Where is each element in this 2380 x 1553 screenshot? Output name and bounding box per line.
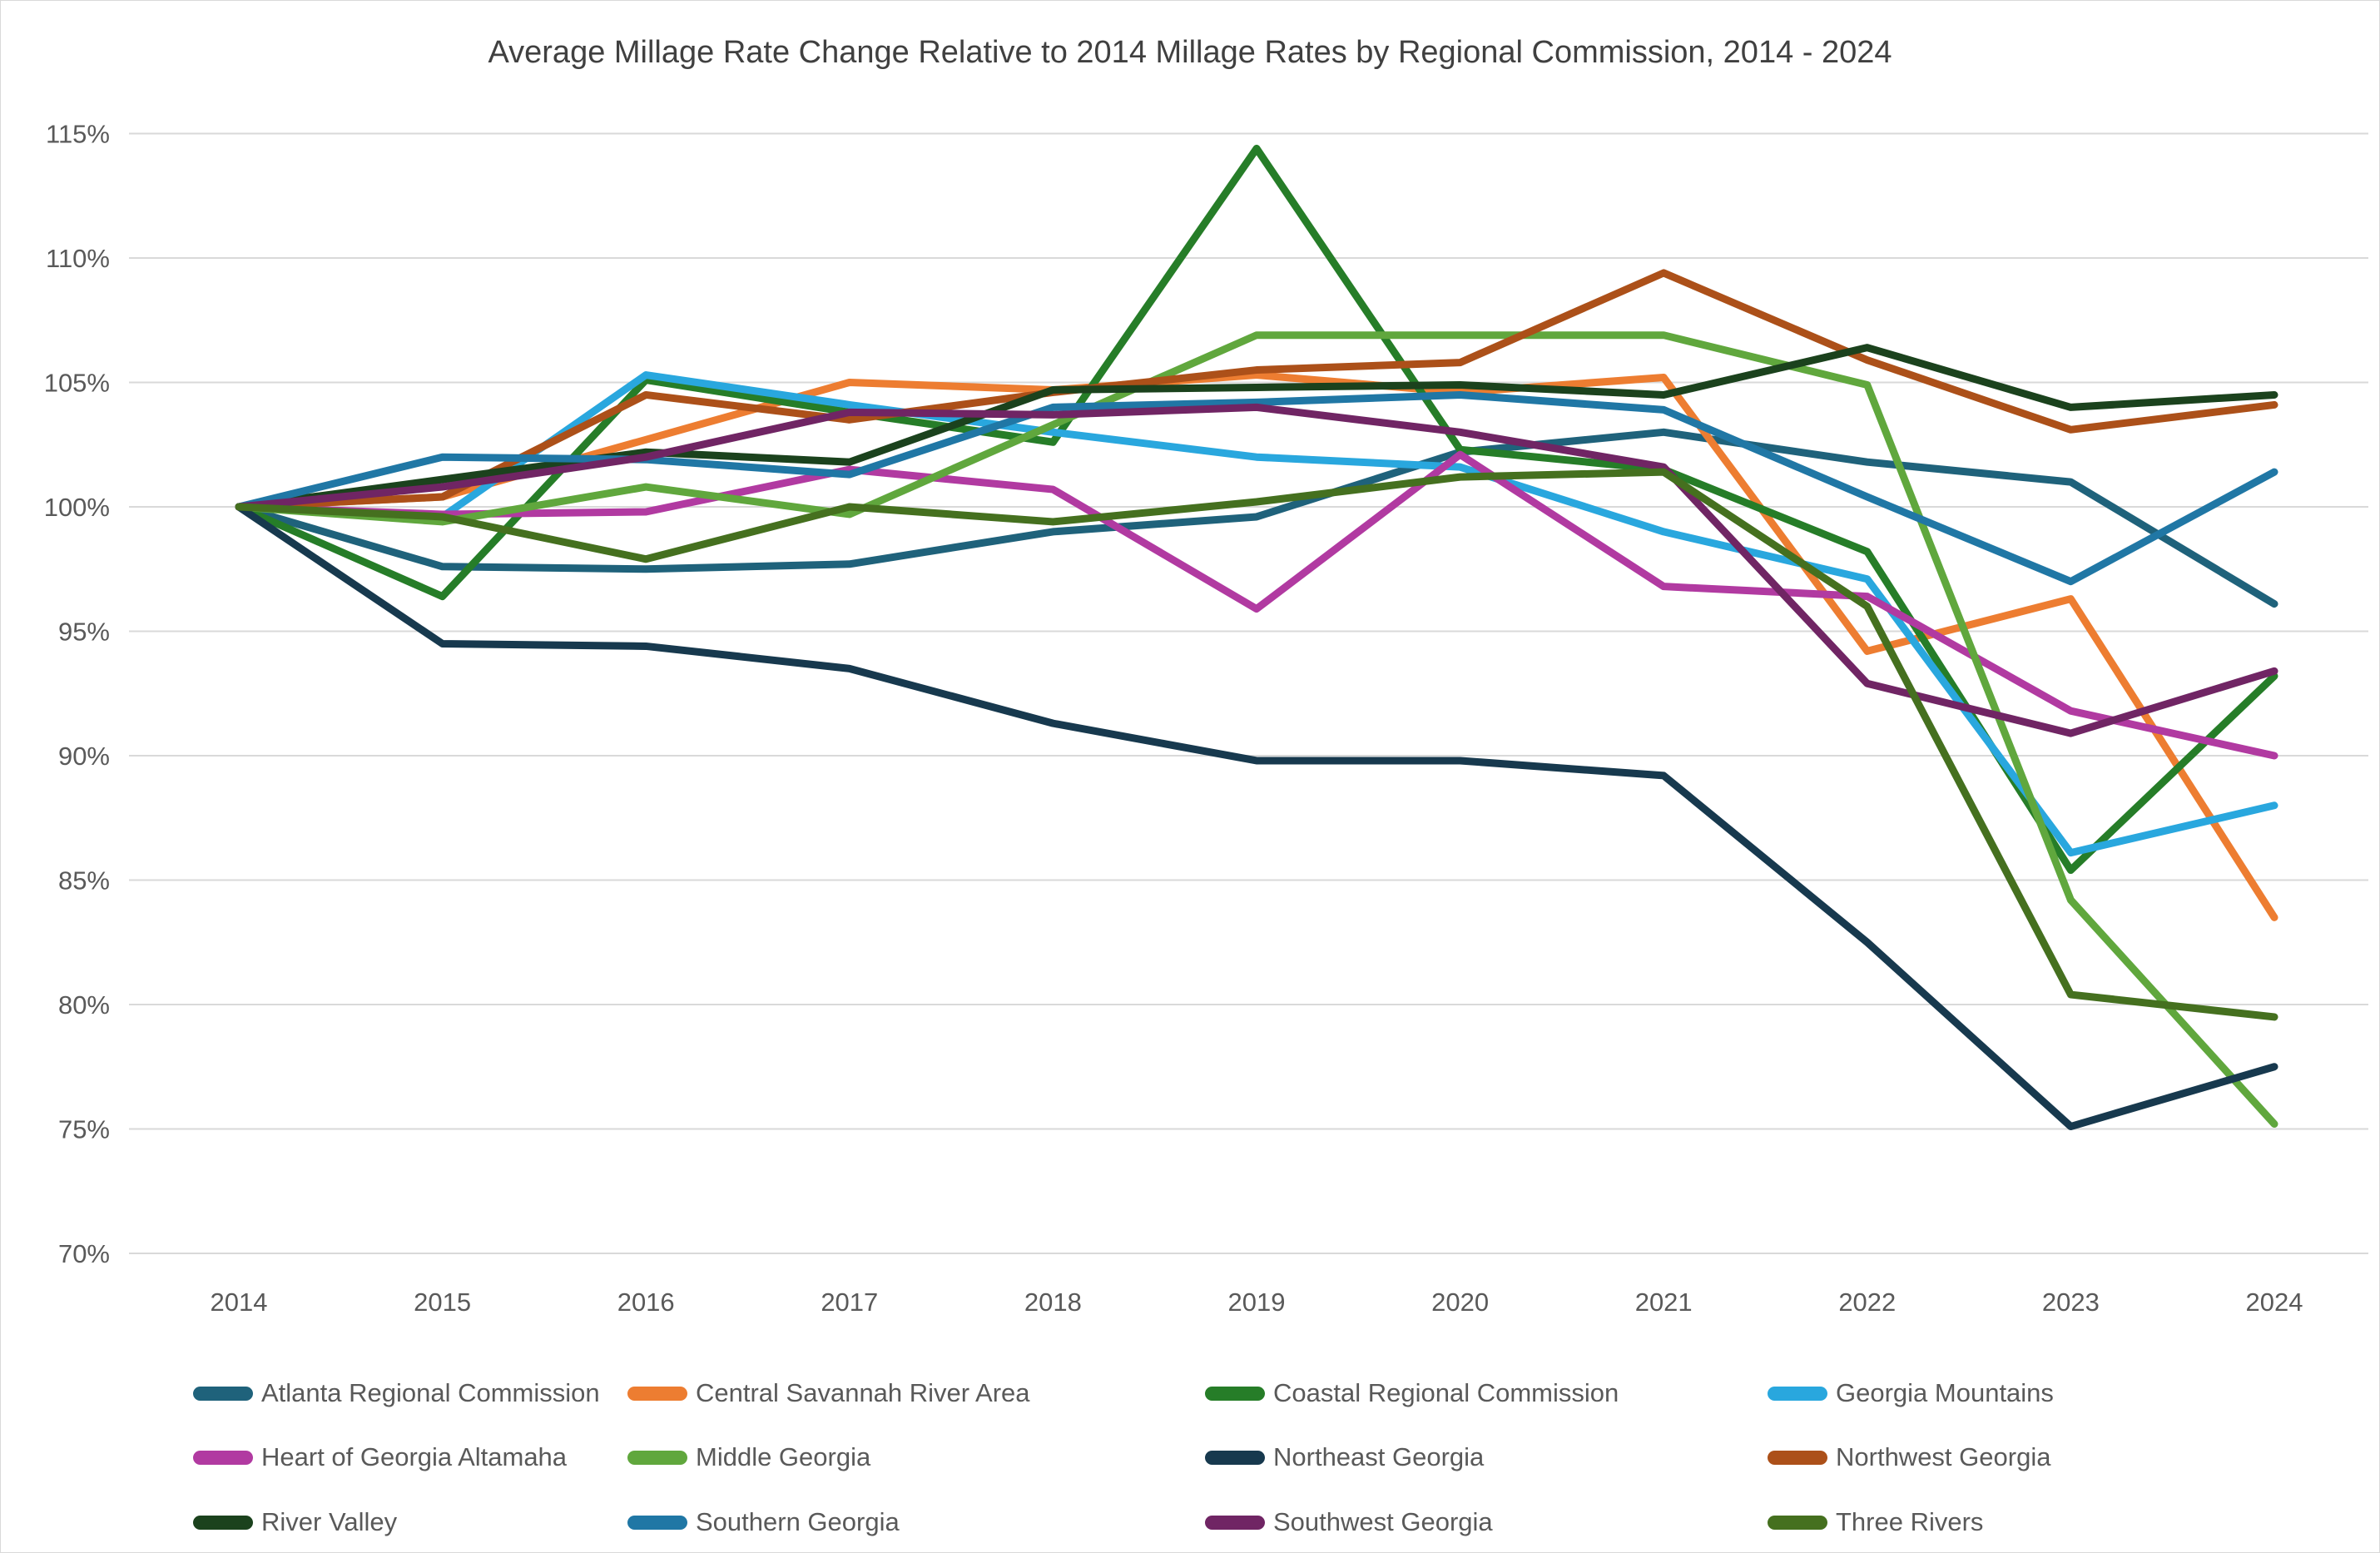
x-axis-tick-label: 2022 (1838, 1288, 1896, 1317)
x-axis-tick-label: 2020 (1431, 1288, 1489, 1317)
chart-title: Average Millage Rate Change Relative to … (488, 35, 1892, 70)
series-line-coastal-regional-commission (235, 144, 2278, 875)
y-axis-tick-label: 70% (58, 1239, 110, 1268)
y-axis-tick-label: 100% (44, 493, 110, 522)
legend-label: Coastal Regional Commission (1273, 1378, 1619, 1407)
legend-label: Northeast Georgia (1273, 1442, 1485, 1471)
y-axis-tick-label: 85% (58, 866, 110, 896)
legend-label: Central Savannah River Area (696, 1378, 1030, 1407)
legend-item-heart-of-georgia-altamaha: Heart of Georgia Altamaha (193, 1439, 567, 1476)
y-axis-tick-label: 105% (44, 369, 110, 398)
legend-label: Southwest Georgia (1273, 1507, 1493, 1536)
legend-swatch-icon (627, 1450, 687, 1465)
legend-swatch-icon (193, 1515, 253, 1530)
series-line-middle-georgia (235, 331, 2278, 1129)
series-line-northwest-georgia (235, 269, 2278, 511)
legend-label: Middle Georgia (696, 1442, 871, 1471)
series-line-southern-georgia (235, 390, 2278, 586)
legend-item-central-savannah-river-area: Central Savannah River Area (627, 1375, 1030, 1412)
legend-item-southern-georgia: Southern Georgia (627, 1504, 900, 1541)
series-line-georgia-mountains (235, 371, 2278, 857)
legend-swatch-icon (627, 1386, 687, 1401)
legend-item-northwest-georgia: Northwest Georgia (1768, 1439, 2050, 1476)
series-line-atlanta-regional-commission (235, 428, 2278, 608)
legend-item-atlanta-regional-commission: Atlanta Regional Commission (193, 1375, 600, 1412)
y-axis-tick-label: 115% (46, 120, 110, 149)
y-axis-tick-label: 75% (58, 1115, 110, 1144)
y-axis-tick-label: 90% (58, 742, 110, 771)
legend-item-middle-georgia: Middle Georgia (627, 1439, 870, 1476)
legend-label: Southern Georgia (696, 1507, 900, 1536)
legend-swatch-icon (1768, 1450, 1827, 1465)
legend-item-river-valley: River Valley (193, 1504, 397, 1541)
legend-swatch-icon (1205, 1450, 1265, 1465)
y-axis-tick-label: 80% (58, 990, 110, 1020)
series-line-northeast-georgia (235, 503, 2278, 1131)
x-axis-tick-label: 2023 (2042, 1288, 2100, 1317)
x-axis-tick-label: 2014 (211, 1288, 268, 1317)
legend-label: River Valley (261, 1507, 398, 1536)
series-line-southwest-georgia (235, 403, 2278, 737)
legend-swatch-icon (1768, 1515, 1827, 1530)
legend-swatch-icon (1205, 1515, 1265, 1530)
legend-swatch-icon (1205, 1386, 1265, 1401)
legend-label: Northwest Georgia (1836, 1442, 2051, 1471)
legend-swatch-icon (193, 1386, 253, 1401)
legend-item-coastal-regional-commission: Coastal Regional Commission (1205, 1375, 1619, 1412)
x-axis-tick-label: 2016 (617, 1288, 675, 1317)
legend-swatch-icon (627, 1515, 687, 1530)
legend-label: Heart of Georgia Altamaha (261, 1442, 568, 1471)
legend-swatch-icon (193, 1450, 253, 1465)
x-axis-tick-label: 2019 (1228, 1288, 1286, 1317)
y-axis-tick-label: 95% (58, 618, 110, 647)
y-axis-tick-label: 110% (46, 244, 110, 273)
legend-label: Atlanta Regional Commission (261, 1378, 600, 1407)
x-axis-tick-label: 2024 (2246, 1288, 2303, 1317)
x-axis-tick-label: 2021 (1635, 1288, 1693, 1317)
x-axis-tick-label: 2015 (414, 1288, 471, 1317)
legend-swatch-icon (1768, 1386, 1827, 1401)
x-axis-tick-label: 2017 (821, 1288, 878, 1317)
legend-item-georgia-mountains: Georgia Mountains (1768, 1375, 2054, 1412)
legend-label: Georgia Mountains (1836, 1378, 2054, 1407)
legend-item-three-rivers: Three Rivers (1768, 1504, 1983, 1541)
x-axis-tick-label: 2018 (1024, 1288, 1082, 1317)
legend-item-southwest-georgia: Southwest Georgia (1205, 1504, 1493, 1541)
series-line-three-rivers (235, 468, 2278, 1021)
series-line-heart-of-georgia-altamaha (235, 450, 2278, 760)
legend-label: Three Rivers (1836, 1507, 1984, 1536)
legend-item-northeast-georgia: Northeast Georgia (1205, 1439, 1484, 1476)
